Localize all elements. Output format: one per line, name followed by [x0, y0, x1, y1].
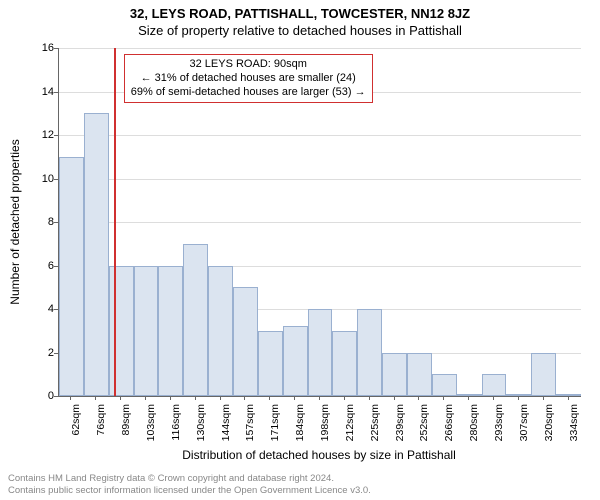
footer-attribution: Contains HM Land Registry data © Crown c… — [8, 473, 371, 496]
chart-container: 32, LEYS ROAD, PATTISHALL, TOWCESTER, NN… — [0, 0, 600, 500]
x-tick-mark — [70, 396, 71, 400]
x-tick-label: 157sqm — [244, 404, 256, 454]
x-tick-label: 212sqm — [344, 404, 356, 454]
x-tick-label: 280sqm — [468, 404, 480, 454]
x-tick-label: 239sqm — [394, 404, 406, 454]
y-tick-label: 4 — [24, 303, 54, 315]
y-tick-label: 8 — [24, 216, 54, 228]
x-tick-label: 334sqm — [568, 404, 580, 454]
histogram-bar — [258, 331, 283, 396]
x-tick-label: 76sqm — [95, 404, 107, 454]
y-tick-label: 16 — [24, 42, 54, 54]
title-address: 32, LEYS ROAD, PATTISHALL, TOWCESTER, NN… — [0, 0, 600, 21]
y-tick-label: 0 — [24, 390, 54, 402]
x-tick-label: 144sqm — [220, 404, 232, 454]
x-tick-mark — [468, 396, 469, 400]
histogram-bar — [407, 353, 432, 397]
x-tick-label: 320sqm — [543, 404, 555, 454]
y-tick-mark — [54, 266, 58, 267]
y-tick-mark — [54, 135, 58, 136]
histogram-bar — [134, 266, 159, 397]
y-tick-mark — [54, 309, 58, 310]
x-tick-mark — [95, 396, 96, 400]
histogram-bar — [283, 326, 308, 396]
grid-line — [59, 48, 581, 49]
y-tick-label: 2 — [24, 347, 54, 359]
y-tick-label: 14 — [24, 86, 54, 98]
x-tick-mark — [443, 396, 444, 400]
callout-box: 32 LEYS ROAD: 90sqm← 31% of detached hou… — [124, 54, 373, 103]
x-tick-mark — [319, 396, 320, 400]
histogram-bar — [556, 394, 581, 396]
x-tick-label: 116sqm — [170, 404, 182, 454]
histogram-bar — [506, 394, 531, 396]
y-axis-label: Number of detached properties — [8, 92, 22, 352]
x-tick-mark — [244, 396, 245, 400]
histogram-bar — [357, 309, 382, 396]
x-tick-mark — [518, 396, 519, 400]
footer-line1: Contains HM Land Registry data © Crown c… — [8, 473, 371, 484]
x-tick-label: 225sqm — [369, 404, 381, 454]
x-tick-label: 103sqm — [145, 404, 157, 454]
title-subtitle: Size of property relative to detached ho… — [0, 21, 600, 38]
y-tick-mark — [54, 396, 58, 397]
x-tick-mark — [120, 396, 121, 400]
callout-line1: 32 LEYS ROAD: 90sqm — [131, 58, 366, 72]
x-tick-label: 198sqm — [319, 404, 331, 454]
x-tick-label: 184sqm — [294, 404, 306, 454]
x-tick-label: 293sqm — [493, 404, 505, 454]
y-tick-mark — [54, 222, 58, 223]
histogram-bar — [109, 266, 134, 397]
callout-line2: ← 31% of detached houses are smaller (24… — [131, 72, 366, 86]
y-tick-mark — [54, 92, 58, 93]
histogram-bar — [233, 287, 258, 396]
x-tick-mark — [294, 396, 295, 400]
x-tick-label: 252sqm — [418, 404, 430, 454]
grid-line — [59, 135, 581, 136]
x-tick-mark — [269, 396, 270, 400]
histogram-bar — [332, 331, 357, 396]
x-tick-mark — [195, 396, 196, 400]
x-tick-label: 89sqm — [120, 404, 132, 454]
histogram-bar — [457, 394, 482, 396]
x-tick-label: 130sqm — [195, 404, 207, 454]
x-tick-label: 307sqm — [518, 404, 530, 454]
x-tick-mark — [344, 396, 345, 400]
histogram-bar — [208, 266, 233, 397]
y-tick-label: 10 — [24, 173, 54, 185]
x-tick-mark — [145, 396, 146, 400]
footer-line2: Contains public sector information licen… — [8, 485, 371, 496]
x-tick-label: 171sqm — [269, 404, 281, 454]
plot-area: 32 LEYS ROAD: 90sqm← 31% of detached hou… — [58, 48, 581, 397]
histogram-bar — [158, 266, 183, 397]
x-tick-mark — [170, 396, 171, 400]
histogram-bar — [531, 353, 556, 397]
x-tick-mark — [394, 396, 395, 400]
histogram-bar — [482, 374, 507, 396]
y-tick-mark — [54, 353, 58, 354]
y-tick-label: 6 — [24, 260, 54, 272]
x-tick-mark — [568, 396, 569, 400]
callout-line3: 69% of semi-detached houses are larger (… — [131, 86, 366, 100]
reference-line — [114, 48, 116, 396]
x-tick-mark — [369, 396, 370, 400]
grid-line — [59, 222, 581, 223]
x-tick-label: 62sqm — [70, 404, 82, 454]
grid-line — [59, 179, 581, 180]
x-tick-mark — [418, 396, 419, 400]
histogram-bar — [84, 113, 109, 396]
y-tick-mark — [54, 179, 58, 180]
x-tick-mark — [543, 396, 544, 400]
histogram-bar — [59, 157, 84, 396]
histogram-bar — [308, 309, 333, 396]
x-tick-label: 266sqm — [443, 404, 455, 454]
histogram-bar — [382, 353, 407, 397]
x-tick-mark — [220, 396, 221, 400]
histogram-bar — [432, 374, 457, 396]
y-tick-label: 12 — [24, 129, 54, 141]
x-tick-mark — [493, 396, 494, 400]
histogram-bar — [183, 244, 208, 396]
y-tick-mark — [54, 48, 58, 49]
